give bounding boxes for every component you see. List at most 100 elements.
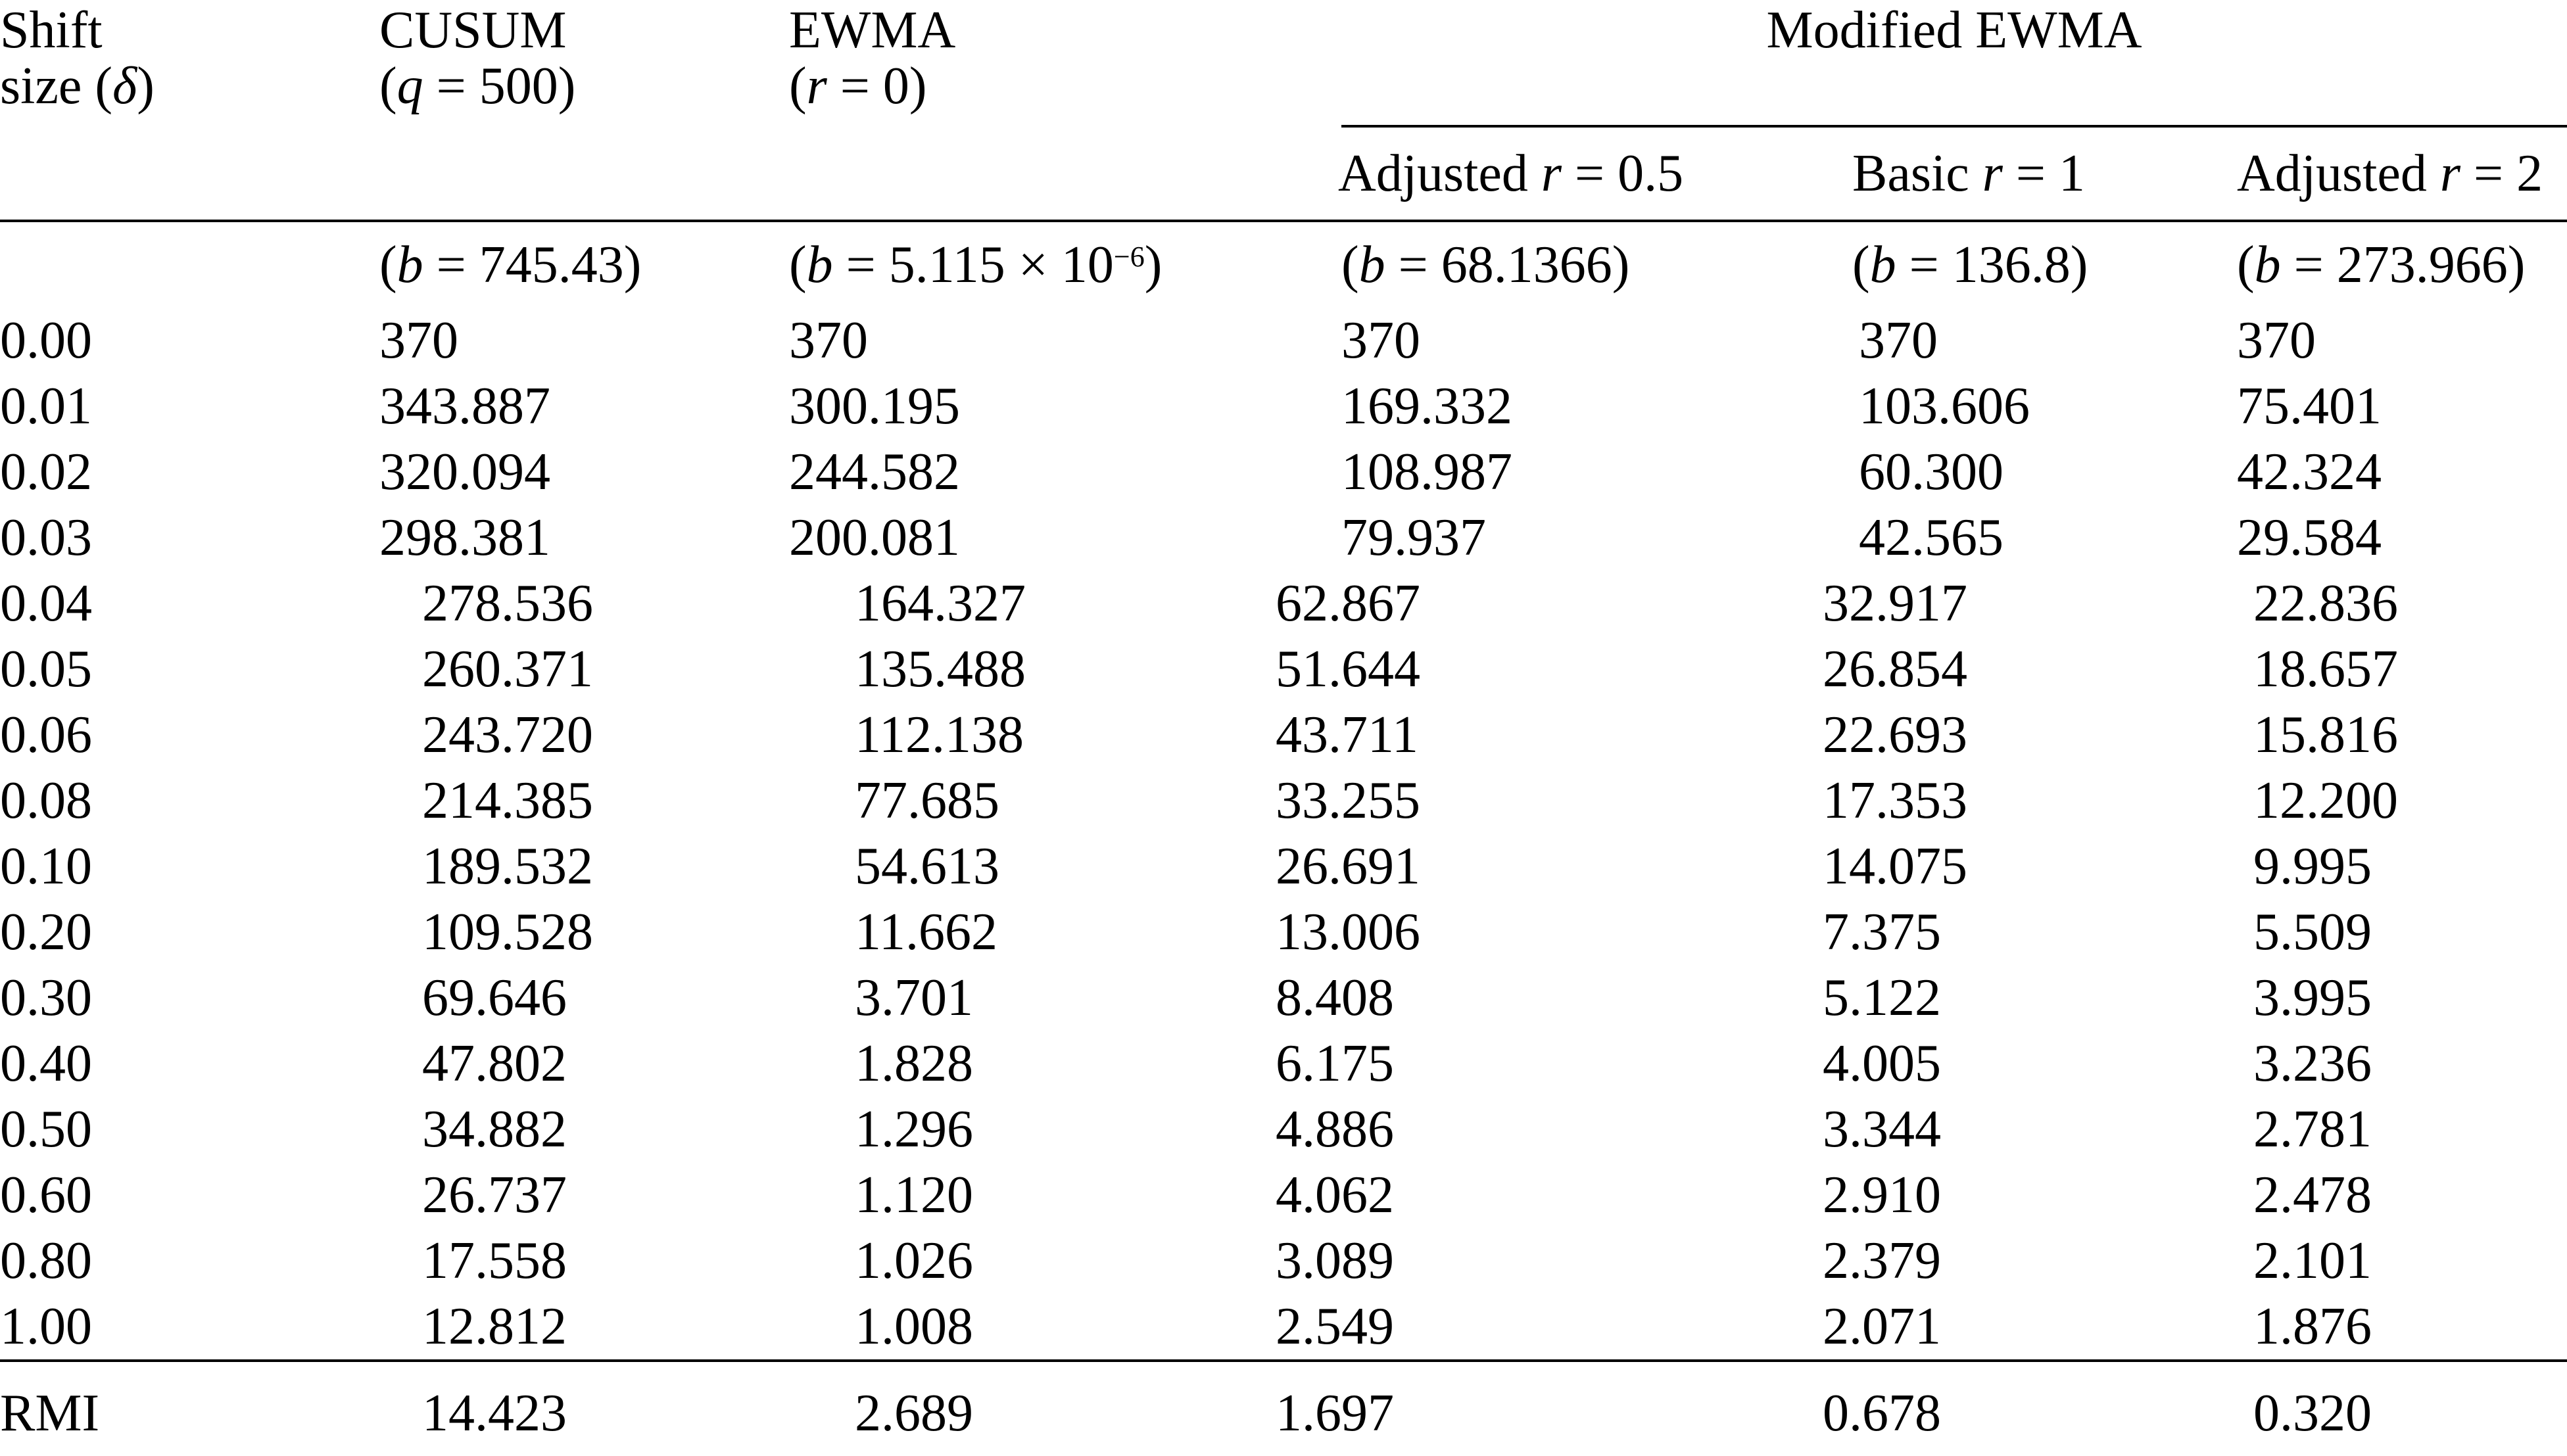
- rmi-adjusted-r2-value: 0.320: [2237, 1359, 2567, 1456]
- r-symbol: r: [2439, 145, 2461, 202]
- b-symbol: b: [2254, 236, 2281, 294]
- ewma-value-cell: 1.296: [855, 1100, 973, 1158]
- ewma-value-cell: 164.327: [855, 575, 1026, 632]
- cusum-value-cell: 214.385: [422, 772, 593, 830]
- shift-size-cell: 0.03: [0, 509, 92, 567]
- modified-adjusted-r05-value-cell: 4.886: [1276, 1100, 1394, 1158]
- b-symbol: b: [1358, 236, 1385, 294]
- modified-basic-r1-value-cell: 2.071: [1823, 1298, 1941, 1355]
- modified-adjusted-r2-value-cell: 18.657: [2253, 640, 2398, 698]
- shift-size-label-suffix: ): [137, 57, 155, 115]
- ewma-value-cell: 112.138: [855, 706, 1024, 764]
- cusum-value-cell: 12.812: [422, 1298, 567, 1355]
- empty-cell: [379, 128, 789, 222]
- column-header-cusum-param: (q = 500): [379, 57, 576, 115]
- shift-size-cell: 0.40: [0, 1035, 92, 1092]
- modified-adjusted-r05-value-cell: 169.332: [1341, 377, 1512, 435]
- shift-size-cell: 0.06: [0, 706, 92, 764]
- b-symbol: b: [396, 236, 423, 294]
- table-row: 0.06 243.720 112.138 43.711 22.693 15.81…: [0, 702, 2567, 768]
- modified-basic-r1-value-cell: 32.917: [1823, 575, 1967, 632]
- column-header-ewma-line1: EWMA: [789, 1, 956, 59]
- cusum-value-cell: 47.802: [422, 1035, 567, 1092]
- cusum-value-cell: 26.737: [422, 1166, 567, 1224]
- cusum-value-cell: 298.381: [379, 509, 550, 567]
- cusum-value-cell: 109.528: [422, 903, 593, 961]
- cusum-value-cell: 320.094: [379, 443, 550, 501]
- table-row: 1.00 12.812 1.008 2.549 2.071 1.876: [0, 1294, 2567, 1361]
- modified-adjusted-r2-value-cell: 75.401: [2237, 377, 2382, 435]
- modified-adjusted-r2-value-cell: 3.995: [2253, 969, 2372, 1027]
- shift-size-cell: 0.04: [0, 575, 92, 632]
- ewma-value-cell: 1.828: [855, 1035, 973, 1092]
- table-row: 0.50 34.882 1.296 4.886 3.344 2.781: [0, 1096, 2567, 1162]
- column-header-modified-ewma: Modified EWMA: [1766, 1, 2142, 59]
- shift-size-cell: 0.20: [0, 903, 92, 961]
- ewma-value-cell: 300.195: [789, 377, 960, 435]
- r-symbol: r: [1982, 145, 2003, 202]
- modified-adjusted-r2-value-cell: 370: [2237, 312, 2316, 369]
- table-row: 0.05 260.371 135.488 51.644 26.854 18.65…: [0, 636, 2567, 702]
- modified-basic-r1-value-cell: 22.693: [1823, 706, 1967, 764]
- b-symbol: b: [806, 236, 833, 294]
- modified-ewma-group-rule-cell: [1276, 59, 2567, 128]
- modified-adjusted-r05-value-cell: 108.987: [1341, 443, 1512, 501]
- table-row: 0.02 320.094 244.582 108.987 60.300 42.3…: [0, 439, 2567, 505]
- modified-adjusted-r2-value-cell: 1.876: [2253, 1298, 2372, 1355]
- table-row: 0.08 214.385 77.685 33.255 17.353 12.200: [0, 768, 2567, 834]
- ewma-value-cell: 1.008: [855, 1298, 973, 1355]
- cusum-value-cell: 69.646: [422, 969, 567, 1027]
- modified-adjusted-r05-value-cell: 3.089: [1276, 1232, 1394, 1290]
- empty-cell: [0, 128, 379, 222]
- table-row: 0.10 189.532 54.613 26.691 14.075 9.995: [0, 834, 2567, 899]
- delta-symbol: δ: [112, 57, 137, 115]
- shift-size-cell: 1.00: [0, 1298, 92, 1355]
- modified-basic-r1-value-cell: 42.565: [1859, 509, 2003, 567]
- modified-basic-r1-value-cell: 17.353: [1823, 772, 1967, 830]
- r-symbol: r: [1541, 145, 1562, 202]
- table-footer: RMI 14.423 2.689 1.697 0.678 0.320: [0, 1359, 2567, 1456]
- modified-ewma-underline-rule: [1341, 125, 2567, 128]
- adjusted-r2-b-value: (b = 273.966): [2237, 236, 2526, 294]
- modified-adjusted-r05-value-cell: 51.644: [1276, 640, 1420, 698]
- cusum-value-cell: 34.882: [422, 1100, 567, 1158]
- modified-basic-r1-value-cell: 26.854: [1823, 640, 1967, 698]
- empty-cell: [0, 221, 379, 308]
- cusum-value-cell: 17.558: [422, 1232, 567, 1290]
- modified-basic-r1-value-cell: 2.910: [1823, 1166, 1941, 1224]
- modified-basic-r1-value-cell: 7.375: [1823, 903, 1941, 961]
- cusum-value-cell: 370: [379, 312, 458, 369]
- table-row: 0.20 109.528 11.662 13.006 7.375 5.509: [0, 899, 2567, 965]
- modified-adjusted-r05-value-cell: 2.549: [1276, 1298, 1394, 1355]
- table-row: 0.30 69.646 3.701 8.408 5.122 3.995: [0, 965, 2567, 1031]
- modified-adjusted-r05-value-cell: 33.255: [1276, 772, 1420, 830]
- shift-size-cell: 0.02: [0, 443, 92, 501]
- modified-basic-r1-value-cell: 103.606: [1859, 377, 2030, 435]
- ewma-value-cell: 11.662: [855, 903, 998, 961]
- table-row: 0.40 47.802 1.828 6.175 4.005 3.236: [0, 1031, 2567, 1096]
- table-row: 0.01 343.887 300.195 169.332 103.606 75.…: [0, 373, 2567, 439]
- header-row-1: Shift CUSUM EWMA Modified EWMA: [0, 0, 2567, 59]
- table-row: 0.03 298.381 200.081 79.937 42.565 29.58…: [0, 505, 2567, 571]
- modified-adjusted-r2-value-cell: 12.200: [2253, 772, 2398, 830]
- modified-adjusted-r2-value-cell: 9.995: [2253, 837, 2372, 895]
- rmi-cusum-value: 14.423: [379, 1359, 789, 1456]
- modified-basic-r1-value-cell: 5.122: [1823, 969, 1941, 1027]
- table-row: 0.60 26.737 1.120 4.062 2.910 2.478: [0, 1162, 2567, 1228]
- cusum-value-cell: 260.371: [422, 640, 593, 698]
- column-header-shift-line1: Shift: [0, 1, 103, 59]
- cusum-value-cell: 278.536: [422, 575, 593, 632]
- ewma-value-cell: 244.582: [789, 443, 960, 501]
- modified-adjusted-r2-value-cell: 42.324: [2237, 443, 2382, 501]
- table-body: (b = 745.43) (b = 5.115 × 10−6) (b = 68.…: [0, 221, 2567, 1361]
- modified-adjusted-r05-value-cell: 26.691: [1276, 837, 1420, 895]
- shift-size-cell: 0.60: [0, 1166, 92, 1224]
- shift-size-cell: 0.05: [0, 640, 92, 698]
- rmi-label-cell: RMI: [0, 1359, 379, 1456]
- column-header-ewma-param: (r = 0): [789, 57, 927, 115]
- basic-r1-b-value: (b = 136.8): [1852, 236, 2088, 294]
- modified-adjusted-r2-value-cell: 2.781: [2253, 1100, 2372, 1158]
- modified-basic-r1-value-cell: 60.300: [1859, 443, 2003, 501]
- table-row: 0.80 17.558 1.026 3.089 2.379 2.101: [0, 1228, 2567, 1294]
- ewma-value-cell: 135.488: [855, 640, 1026, 698]
